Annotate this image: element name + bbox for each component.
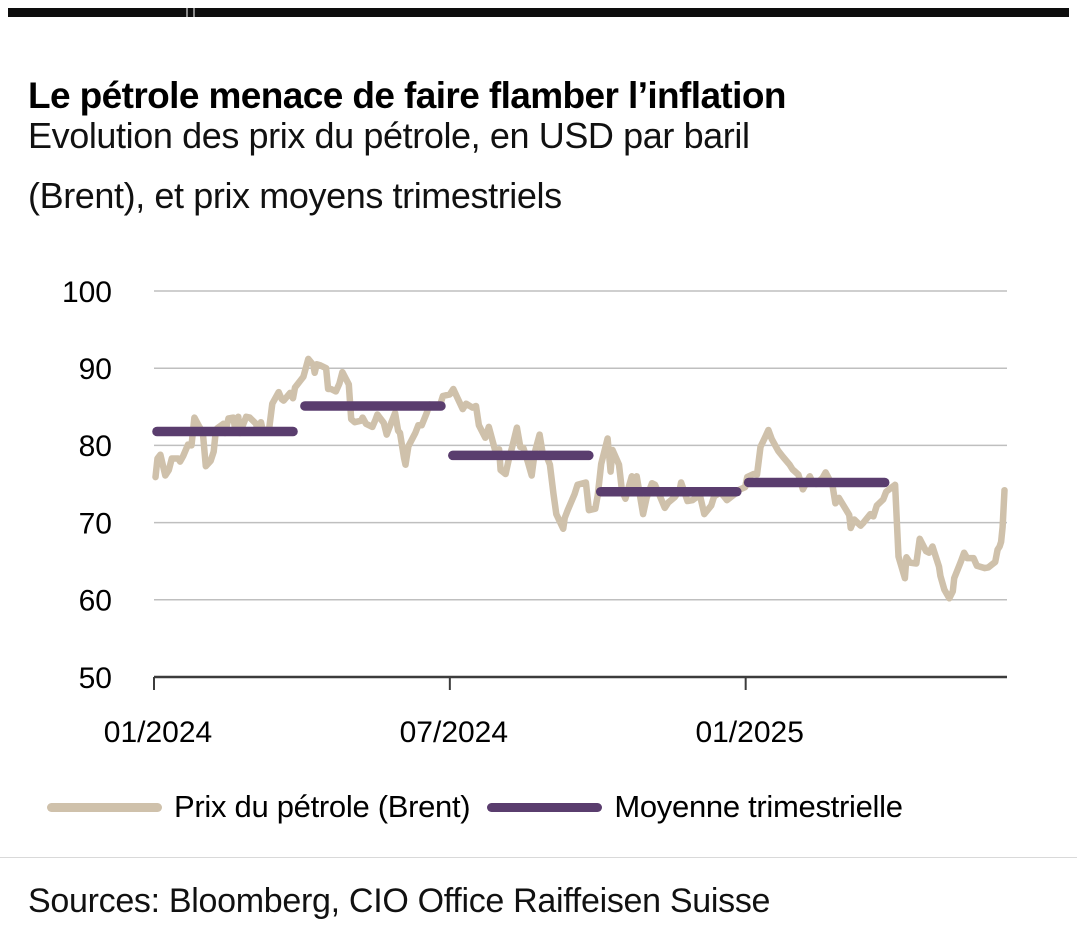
chart-subtitle-line2: (Brent), et prix moyens trimestriels bbox=[28, 175, 562, 216]
y-tick-label: 80 bbox=[79, 430, 112, 463]
x-tick-label: 01/2024 bbox=[104, 716, 212, 749]
x-tick-label: 07/2024 bbox=[400, 716, 508, 749]
y-tick-label: 100 bbox=[62, 276, 112, 309]
sources-text: Sources: Bloomberg, CIO Office Raiffeise… bbox=[28, 882, 771, 920]
x-tick-label: 01/2025 bbox=[695, 716, 803, 749]
brand-bar-notch bbox=[186, 8, 188, 17]
legend-label-quarterly-average: Moyenne trimestrielle bbox=[614, 789, 903, 824]
y-tick-label: 60 bbox=[79, 585, 112, 618]
legend-item-quarterly-average: Moyenne trimestrielle bbox=[487, 789, 903, 825]
chart-title: Le pétrole menace de faire flamber l’inf… bbox=[28, 74, 786, 116]
y-tick-label: 90 bbox=[79, 353, 112, 386]
brand-bar bbox=[8, 8, 1069, 17]
y-tick-label: 70 bbox=[79, 507, 112, 540]
chart-subtitle: Evolution des prix du pétrole, en USD pa… bbox=[28, 106, 750, 226]
quarterly-average-swatch bbox=[487, 802, 603, 812]
y-tick-label: 50 bbox=[79, 662, 112, 695]
brent-line-swatch bbox=[47, 802, 162, 812]
brand-bar-notch bbox=[193, 8, 195, 17]
legend-item-brent: Prix du pétrole (Brent) bbox=[47, 789, 471, 825]
chart-subtitle-line1: Evolution des prix du pétrole, en USD pa… bbox=[28, 115, 750, 156]
chart-legend: Prix du pétrole (Brent) Moyenne trimestr… bbox=[0, 784, 1077, 830]
legend-label-brent: Prix du pétrole (Brent) bbox=[174, 789, 471, 824]
brent-price-line bbox=[152, 355, 1008, 602]
footer-divider bbox=[0, 857, 1077, 858]
